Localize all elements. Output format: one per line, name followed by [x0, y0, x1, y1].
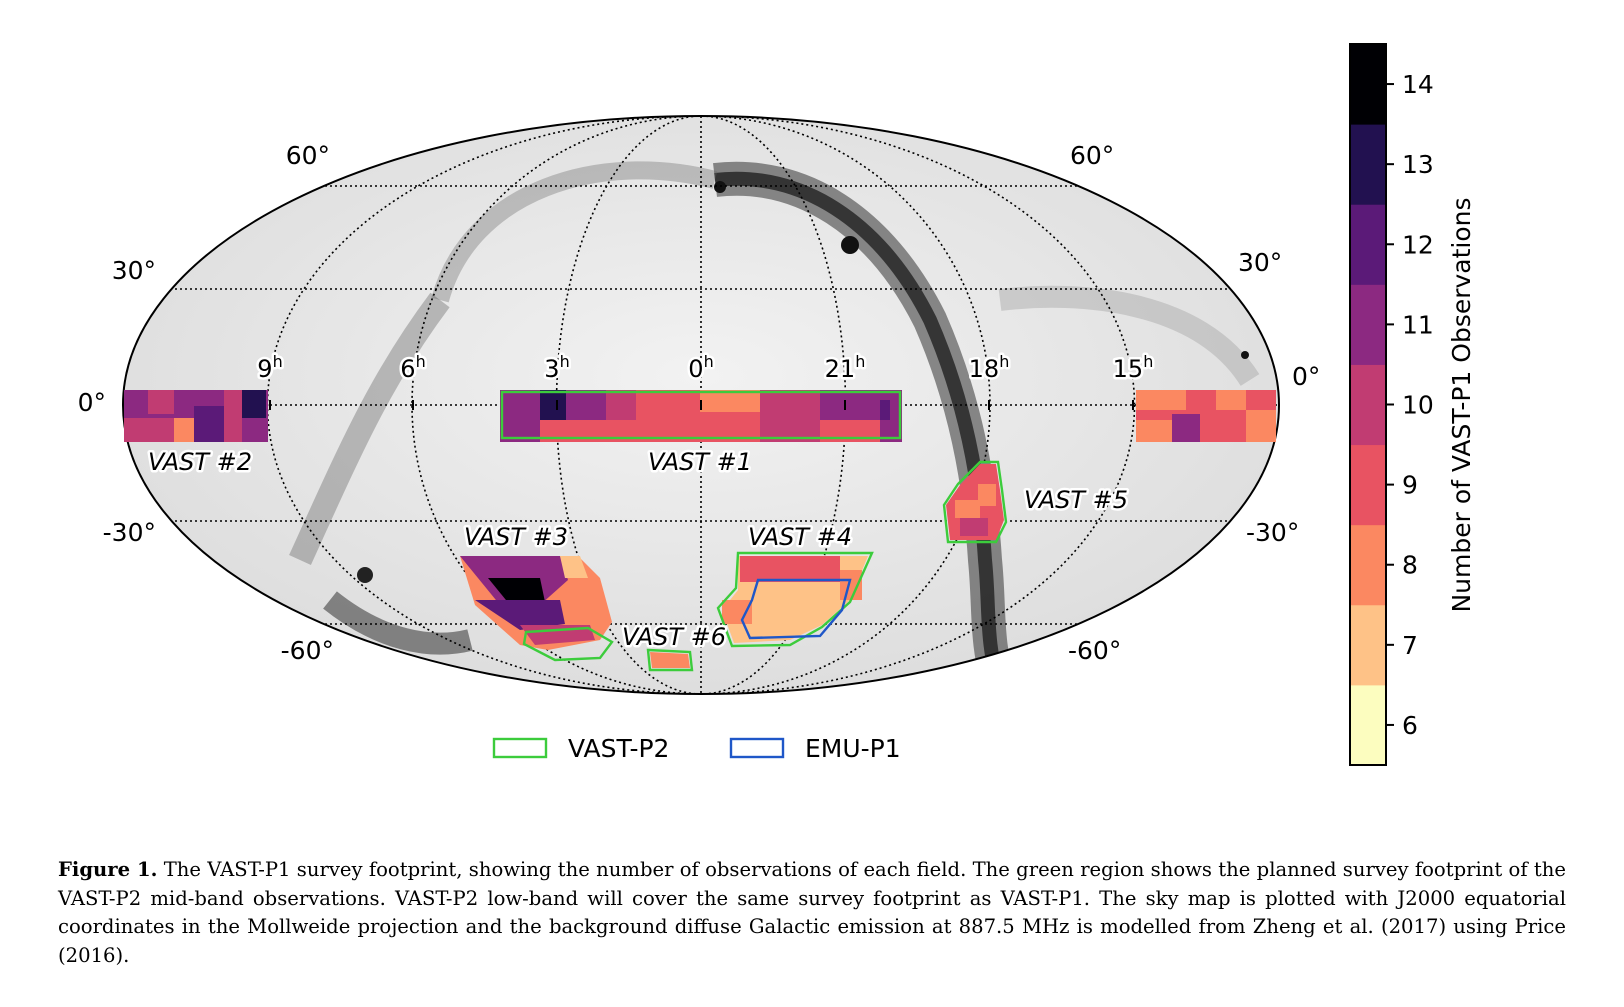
field-vast-6-tiles — [650, 652, 690, 668]
dec-label-right: -60° — [1068, 636, 1121, 665]
field-label-vast-3: VAST #3 — [464, 523, 568, 551]
colorbar-tick-label: 9 — [1402, 471, 1418, 500]
field-label-vast-4: VAST #4 — [748, 523, 852, 551]
field-vast-1-tiles — [500, 390, 902, 442]
colorbar: 6 7 8 9 10 11 12 13 14 — [1349, 43, 1434, 766]
colorbar-segment — [1350, 524, 1386, 606]
dec-label-right: -30° — [1246, 518, 1299, 547]
dec-label-left: -30° — [103, 518, 156, 547]
emu-p1-outline — [740, 578, 852, 640]
vast-p2-outlines — [500, 390, 1008, 672]
sky-map-figure: VAST #1 VAST #2 VAST #3 VAST #4 VAST #5 … — [78, 43, 1476, 766]
colorbar-tick-label: 11 — [1402, 310, 1434, 339]
field-vast-3-tiles — [460, 556, 612, 650]
legend-swatch-vast-p2 — [492, 737, 548, 759]
dec-label-right: 60° — [1070, 141, 1114, 170]
caption-text: The VAST-P1 survey footprint, showing th… — [58, 858, 1566, 967]
colorbar-label: Number of VAST-P1 Observations — [1447, 197, 1476, 612]
vast-p1-footprints — [124, 390, 1276, 668]
ra-label: 0h — [688, 352, 713, 383]
colorbar-tick-label: 7 — [1402, 631, 1418, 660]
dec-tick-labels: 60° 30° 0° -30° -60° 60° 30° 0° -30° -60… — [78, 141, 1321, 665]
figure-caption: Figure 1. The VAST-P1 survey footprint, … — [58, 856, 1566, 970]
dec-label-right: 0° — [1292, 362, 1320, 391]
field-vast-2-tiles — [124, 390, 1276, 442]
colorbar-tick-label: 6 — [1402, 711, 1418, 740]
ra-label: 6h — [400, 352, 425, 383]
caption-label: Figure 1. — [58, 858, 158, 881]
legend-label-vast-p2: VAST-P2 — [568, 734, 669, 763]
field-label-vast-2: VAST #2 — [148, 448, 252, 476]
dec-label-left: -60° — [281, 636, 334, 665]
ra-label: 21h — [825, 352, 866, 383]
legend-swatch-emu-p1 — [729, 737, 785, 759]
colorbar-tick-label: 12 — [1402, 230, 1434, 259]
colorbar-segment — [1350, 364, 1386, 446]
colorbar-segment — [1350, 204, 1386, 285]
colorbar-tick-label: 10 — [1402, 391, 1434, 420]
field-vast-5-tiles — [946, 464, 1004, 540]
colorbar-tick-label: 14 — [1402, 70, 1434, 99]
ra-tick-labels: 9h 6h 3h 0h 21h 18h 15h — [255, 350, 1156, 410]
dec-label-right: 30° — [1238, 248, 1282, 277]
legend-label-emu-p1: EMU-P1 — [805, 734, 901, 763]
map-boundary — [122, 115, 1280, 695]
field-label-vast-6: VAST #6 — [622, 623, 726, 651]
dec-label-left: 60° — [286, 141, 330, 170]
colorbar-segment — [1350, 44, 1386, 125]
colorbar-segment — [1350, 124, 1386, 205]
dec-label-left: 30° — [112, 256, 156, 285]
colorbar-tick-label: 8 — [1402, 551, 1418, 580]
ra-label: 15h — [1113, 352, 1154, 383]
field-label-vast-5: VAST #5 — [1024, 486, 1128, 514]
field-vast-4-tiles — [722, 556, 868, 643]
dec-label-left: 0° — [78, 388, 106, 417]
colorbar-segment — [1350, 604, 1386, 686]
legend: VAST-P2 EMU-P1 — [492, 734, 901, 763]
colorbar-segment — [1350, 284, 1386, 365]
field-label-vast-1: VAST #1 — [648, 448, 752, 476]
colorbar-segment — [1350, 444, 1386, 526]
colorbar-segment — [1350, 684, 1386, 766]
colorbar-tick-label: 13 — [1402, 150, 1434, 179]
